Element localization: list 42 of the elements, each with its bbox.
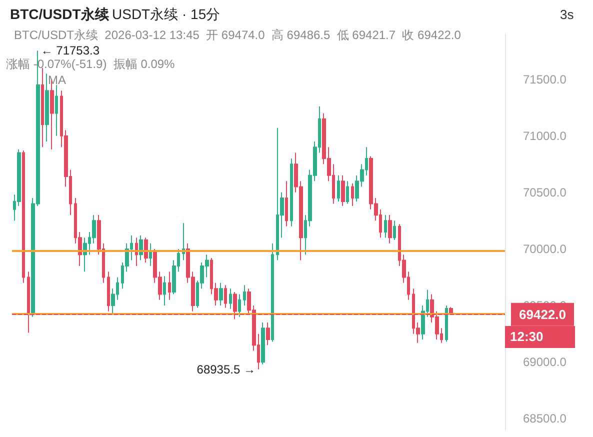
text: 12:30 (510, 329, 544, 344)
ref-line-label: 69422.0 (519, 306, 566, 322)
candlestick (45, 73, 49, 142)
candlestick (261, 322, 265, 365)
annotation: 68935.5 → (196, 362, 256, 376)
candlestick (135, 237, 138, 266)
y-tick-label: 71500.0 (523, 72, 567, 86)
annotation: ← 71753.3 (40, 44, 100, 58)
candlestick (107, 271, 110, 312)
annotation: MA (48, 73, 66, 87)
candlestick (229, 288, 232, 310)
annotation: BTC/USDT永续 2026-03-12 13:45 开 69474.0 高 69486.5 低 69421.7 收 69422.0 (14, 28, 462, 42)
y-tick-label: 71000.0 (523, 128, 567, 143)
candlestick (285, 180, 288, 227)
candlestick (168, 271, 171, 300)
candlestick (163, 276, 166, 306)
candlestick (290, 158, 293, 227)
candlestick (271, 242, 274, 342)
y-tick-label: 68500.0 (523, 412, 567, 426)
candlestick (388, 214, 392, 244)
candlestick (238, 294, 241, 318)
candlestick (149, 242, 152, 266)
candlestick (384, 214, 387, 238)
chart-subtitle: USDT永续 · 15分 (112, 6, 220, 22)
candlestick (243, 284, 246, 306)
text: 3s (560, 7, 574, 22)
y-tick-label: 69000.0 (523, 355, 567, 370)
y-tick-label: 70000.0 (523, 242, 567, 256)
candlestick (337, 174, 340, 202)
candlestick (22, 150, 25, 284)
candlestick (266, 322, 270, 346)
candlestick (346, 180, 349, 204)
y-tick-label: 70500.0 (523, 185, 567, 200)
candlestick (341, 174, 345, 206)
candlestick (393, 220, 396, 240)
candlestick (55, 84, 58, 136)
chart-title: BTC/USDT永续 (10, 6, 110, 22)
candlestick (219, 282, 223, 306)
candlestick (144, 237, 148, 264)
candlestick (445, 305, 448, 342)
candlestick (351, 182, 354, 206)
candlestick (224, 284, 227, 308)
